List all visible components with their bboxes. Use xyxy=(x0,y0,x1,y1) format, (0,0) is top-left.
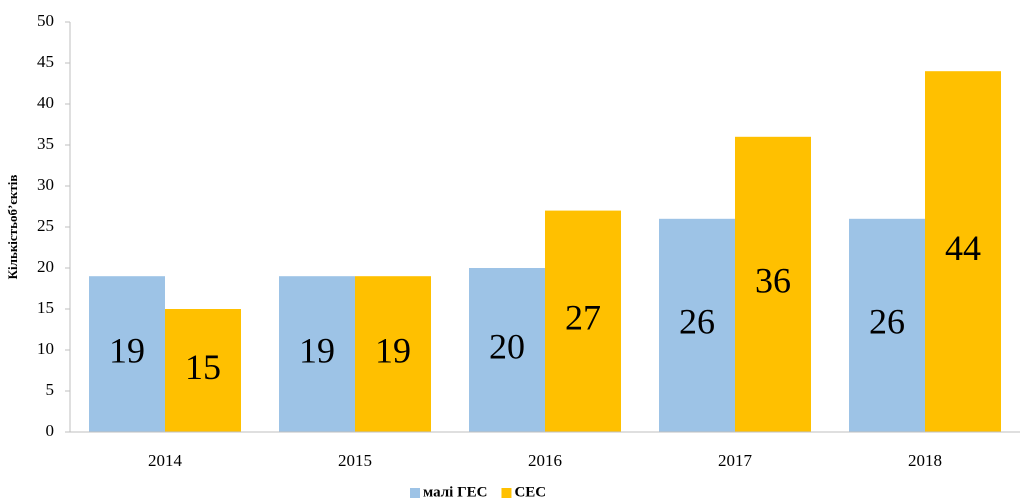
x-tick-label: 2016 xyxy=(528,451,562,470)
y-axis-title: Кількістьоб’єктів xyxy=(5,175,20,280)
y-tick-label: 5 xyxy=(46,380,55,399)
y-tick-label: 40 xyxy=(37,93,54,112)
y-tick-label: 25 xyxy=(37,216,54,235)
bar xyxy=(849,218,925,432)
data-label: 19 xyxy=(299,330,335,370)
y-tick-label: 45 xyxy=(37,52,54,71)
y-tick-label: 15 xyxy=(37,298,54,317)
data-label: 26 xyxy=(869,302,905,342)
bar xyxy=(545,210,621,432)
bar xyxy=(925,71,1001,432)
legend-swatch xyxy=(501,488,512,498)
data-label: 27 xyxy=(565,298,601,338)
x-tick-label: 2018 xyxy=(908,451,942,470)
legend-swatch xyxy=(410,488,420,498)
y-tick-label: 0 xyxy=(46,421,55,440)
data-label: 36 xyxy=(755,261,791,301)
x-tick-label: 2017 xyxy=(718,451,753,470)
y-tick-label: 30 xyxy=(37,175,54,194)
data-label: 19 xyxy=(375,330,411,370)
bar xyxy=(165,309,241,432)
data-label: 15 xyxy=(185,347,221,387)
data-label: 44 xyxy=(945,228,981,268)
legend-label: малі ГЕС xyxy=(423,484,487,500)
data-label: 26 xyxy=(679,302,715,342)
data-label: 20 xyxy=(489,326,525,366)
bar xyxy=(469,268,545,432)
bar xyxy=(659,218,735,432)
bar xyxy=(279,276,355,432)
data-label: 19 xyxy=(109,330,145,370)
y-tick-label: 50 xyxy=(37,11,54,30)
x-tick-label: 2015 xyxy=(338,451,372,470)
y-tick-label: 35 xyxy=(37,134,54,153)
bar xyxy=(89,276,165,432)
y-tick-label: 10 xyxy=(37,339,54,358)
y-tick-label: 20 xyxy=(37,257,54,276)
bar xyxy=(735,136,811,433)
x-tick-label: 2014 xyxy=(148,451,183,470)
legend-label: СЕС xyxy=(514,484,546,500)
bar xyxy=(355,276,431,432)
